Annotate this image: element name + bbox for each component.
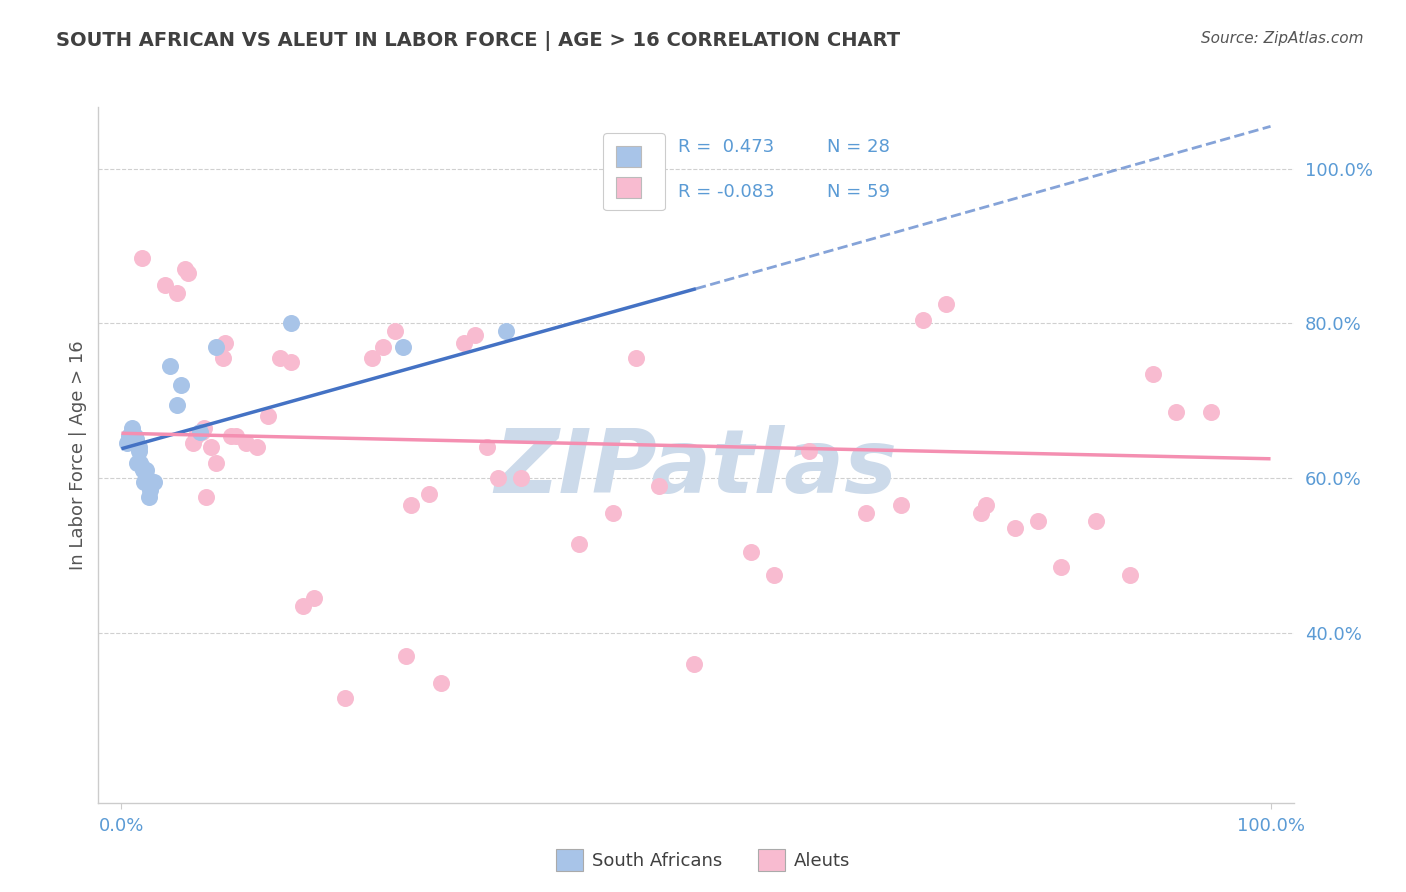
Point	[1142, 367, 1164, 381]
Point	[181, 436, 204, 450]
Text: ZIPatlas: ZIPatlas	[495, 425, 897, 512]
Point	[128, 440, 150, 454]
Point	[120, 433, 142, 447]
Point	[128, 444, 150, 458]
Point	[219, 428, 242, 442]
Point	[257, 409, 280, 424]
Point	[797, 444, 820, 458]
Point	[1028, 514, 1050, 528]
Point	[418, 486, 440, 500]
Text: N = 59: N = 59	[827, 184, 890, 202]
Point	[235, 436, 257, 450]
Point	[188, 425, 211, 439]
Legend: South Africans, Aleuts: South Africans, Aleuts	[548, 842, 858, 879]
Point	[602, 506, 624, 520]
Point	[291, 599, 314, 613]
Point	[763, 567, 786, 582]
Point	[510, 471, 533, 485]
Point	[173, 262, 195, 277]
Point	[740, 544, 762, 558]
Point	[1084, 514, 1107, 528]
Point	[1119, 567, 1142, 582]
Point	[648, 479, 671, 493]
Point	[211, 351, 233, 366]
Point	[153, 277, 176, 292]
Point	[142, 475, 165, 489]
Point	[184, 428, 207, 442]
Y-axis label: In Labor Force | Age > 16: In Labor Force | Age > 16	[69, 340, 87, 570]
Point	[384, 324, 406, 338]
Point	[373, 340, 395, 354]
Point	[131, 459, 153, 474]
Point	[335, 691, 357, 706]
Point	[430, 676, 453, 690]
Point	[304, 591, 326, 605]
Point	[495, 324, 517, 338]
Point	[124, 428, 146, 442]
Point	[139, 483, 162, 497]
Point	[1050, 560, 1073, 574]
Point	[464, 328, 486, 343]
Point	[121, 421, 143, 435]
Point	[889, 498, 911, 512]
Point	[134, 475, 156, 489]
Text: Source: ZipAtlas.com: Source: ZipAtlas.com	[1201, 31, 1364, 46]
Point	[1004, 521, 1026, 535]
Point	[166, 285, 188, 300]
Point	[392, 340, 415, 354]
Point	[200, 440, 222, 454]
Point	[122, 428, 145, 442]
Point	[118, 428, 141, 442]
Text: SOUTH AFRICAN VS ALEUT IN LABOR FORCE | AGE > 16 CORRELATION CHART: SOUTH AFRICAN VS ALEUT IN LABOR FORCE | …	[56, 31, 900, 51]
Point	[486, 471, 509, 485]
Point	[204, 456, 226, 470]
Point	[204, 340, 226, 354]
Point	[193, 421, 215, 435]
Point	[269, 351, 291, 366]
Point	[127, 456, 149, 470]
Point	[361, 351, 384, 366]
Point	[177, 266, 200, 280]
Point	[195, 491, 218, 505]
Point	[246, 440, 269, 454]
Point	[855, 506, 877, 520]
Point	[159, 359, 181, 373]
Text: R = -0.083: R = -0.083	[678, 184, 775, 202]
Point	[135, 463, 157, 477]
Point	[912, 312, 935, 326]
Point	[974, 498, 997, 512]
Legend: , : ,	[603, 134, 665, 211]
Point	[682, 657, 704, 671]
Point	[475, 440, 498, 454]
Point	[170, 378, 193, 392]
Point	[970, 506, 993, 520]
Point	[115, 436, 138, 450]
Point	[128, 456, 150, 470]
Point	[166, 398, 188, 412]
Text: N = 28: N = 28	[827, 138, 890, 156]
Point	[399, 498, 422, 512]
Point	[135, 471, 157, 485]
Point	[280, 317, 302, 331]
Point	[395, 648, 418, 663]
Point	[225, 428, 247, 442]
Point	[214, 335, 236, 350]
Point	[191, 425, 214, 439]
Point	[453, 335, 475, 350]
Point	[1199, 405, 1222, 419]
Text: R =  0.473: R = 0.473	[678, 138, 775, 156]
Point	[122, 434, 145, 448]
Point	[280, 355, 302, 369]
Point	[568, 537, 591, 551]
Point	[188, 425, 211, 439]
Point	[138, 491, 160, 505]
Point	[624, 351, 647, 366]
Point	[1166, 405, 1188, 419]
Point	[935, 297, 957, 311]
Point	[125, 433, 148, 447]
Point	[131, 251, 153, 265]
Point	[132, 463, 155, 477]
